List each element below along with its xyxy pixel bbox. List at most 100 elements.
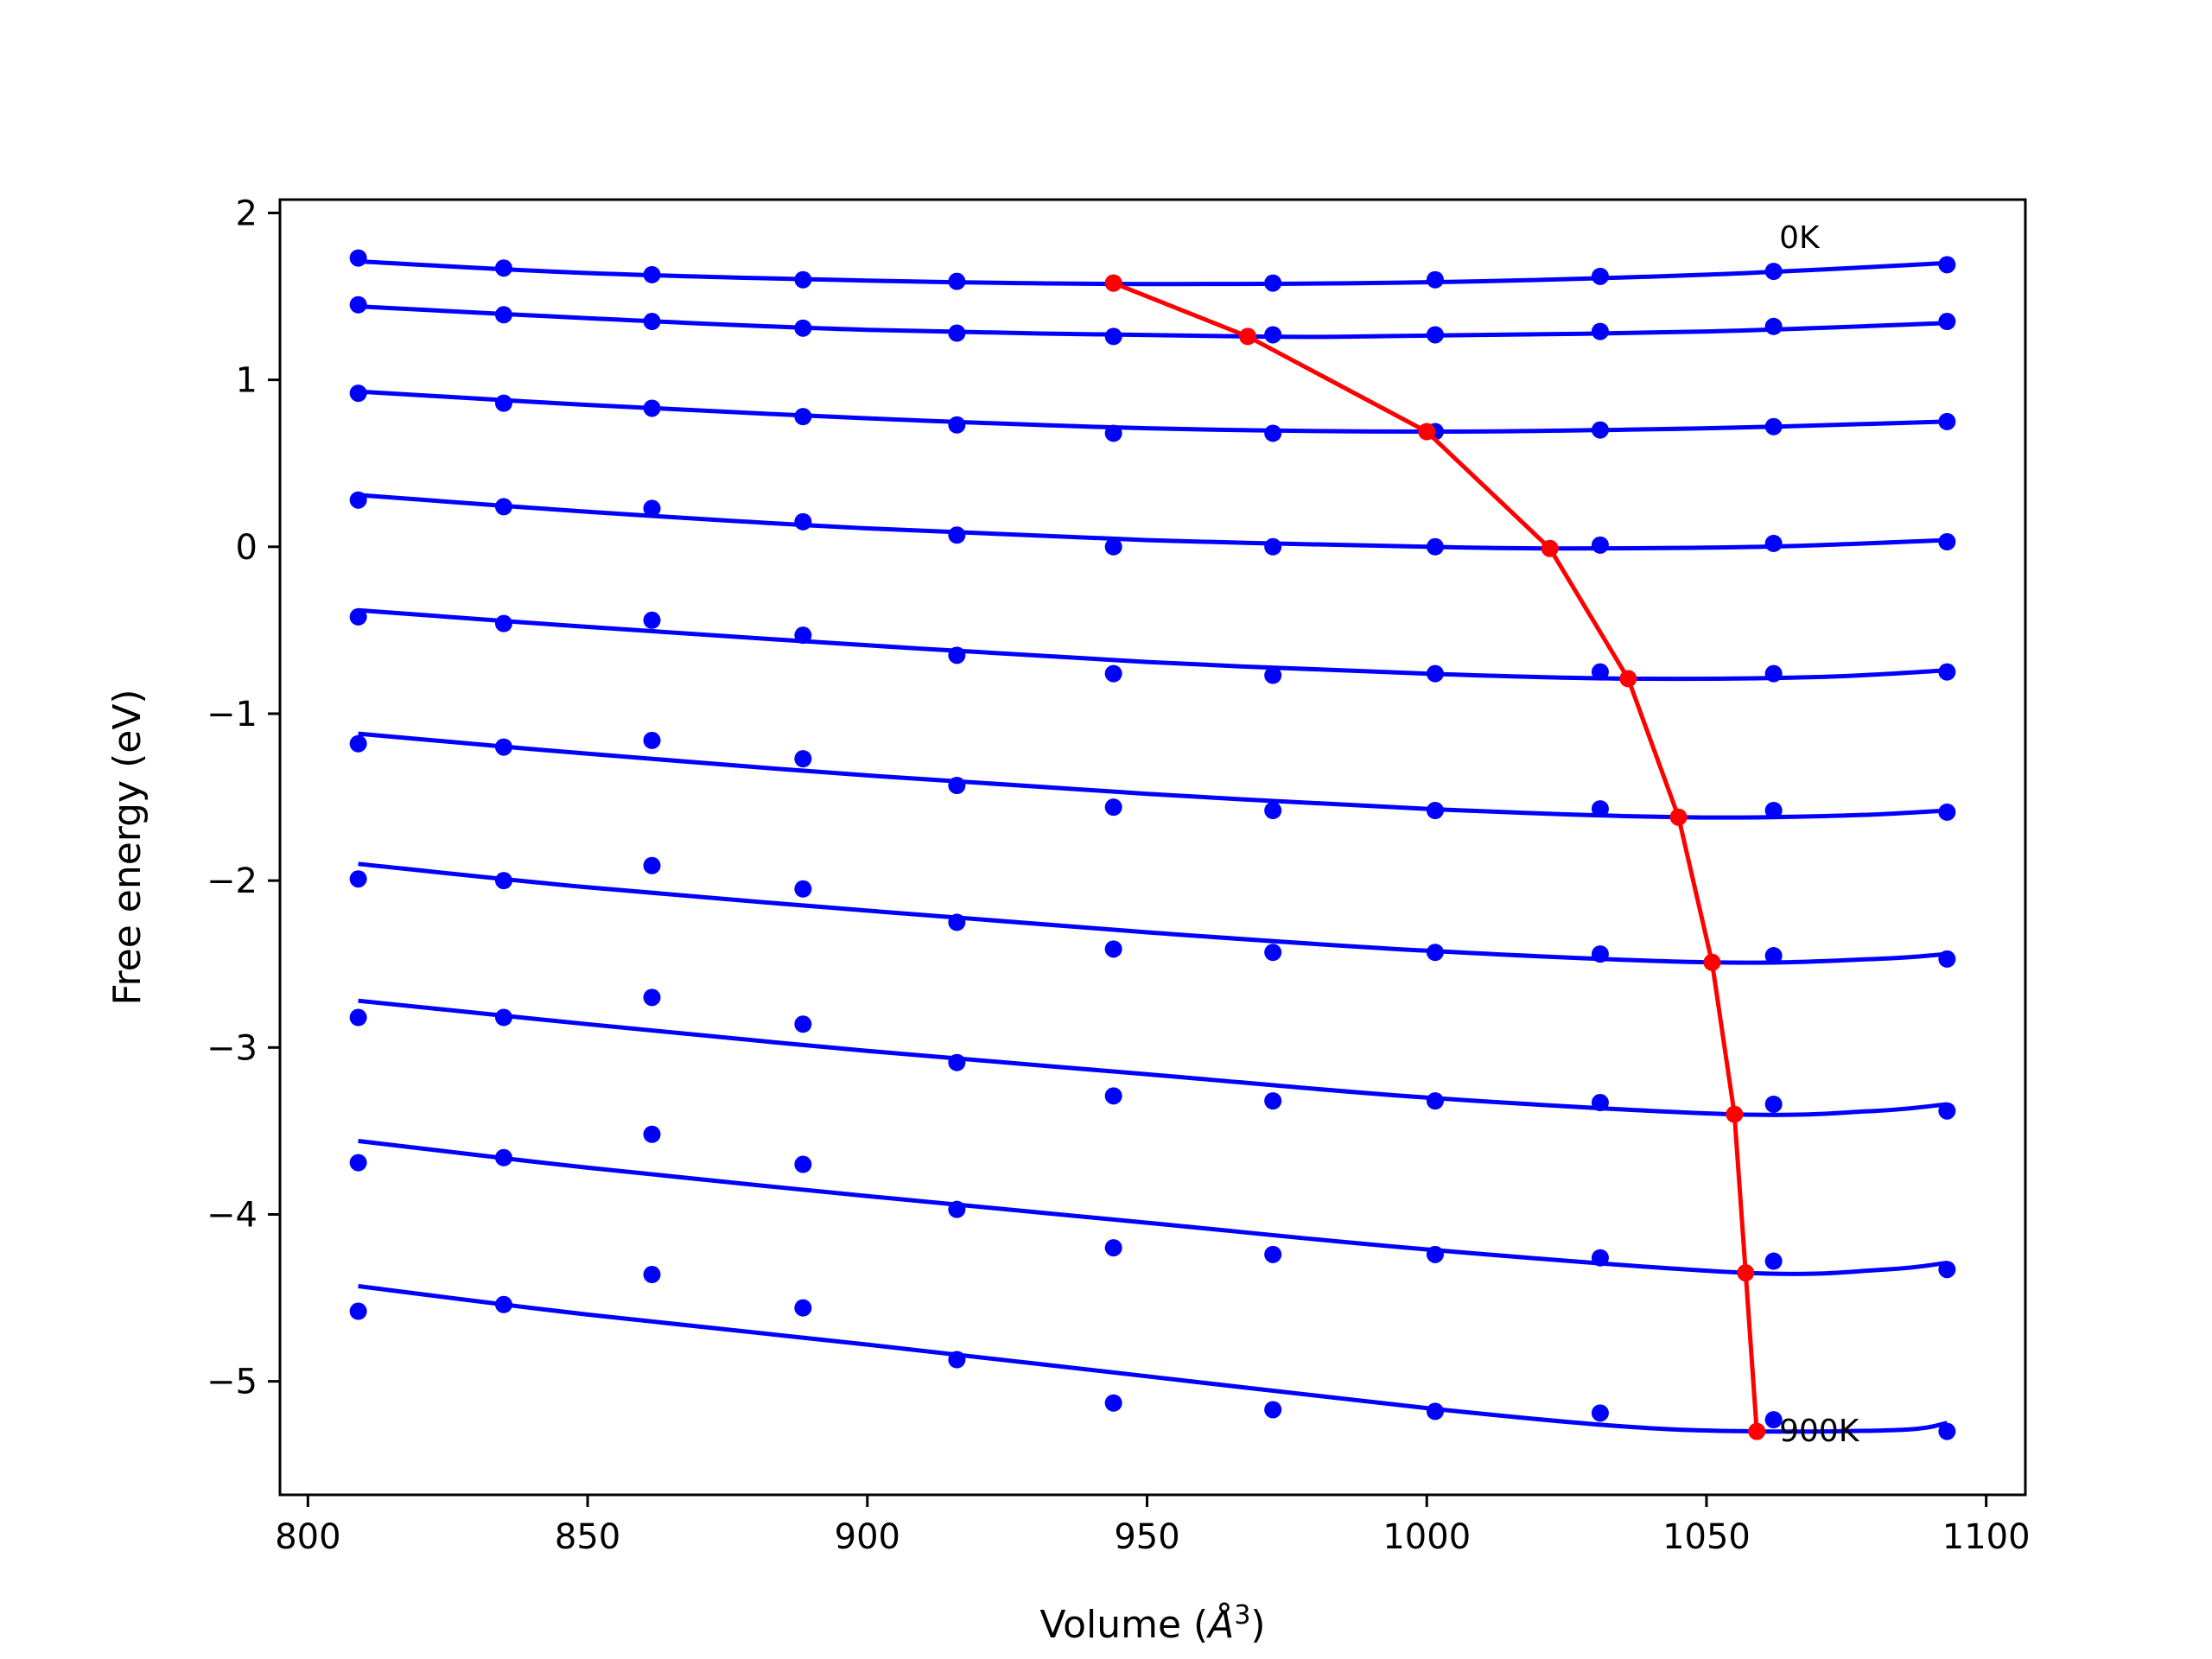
data-point (794, 408, 812, 426)
data-point (494, 306, 512, 324)
data-point (494, 498, 512, 516)
x-tick-label: 1100 (1942, 1517, 2031, 1557)
data-point (1426, 1402, 1444, 1421)
y-tick-label: −4 (207, 1195, 257, 1235)
x-tick-label: 800 (275, 1517, 340, 1557)
data-point (948, 1053, 966, 1071)
axis-ticks: 800 850 900 950 1000 1050 1100 2 1 0 −1 −2 −3 −4 −5 (207, 194, 2031, 1557)
x-axis-label-unit: Å (1205, 1601, 1234, 1647)
data-point (494, 614, 512, 632)
data-point (643, 499, 661, 518)
data-point (1264, 666, 1282, 684)
data-point (1764, 802, 1783, 820)
fit-curve-0 (358, 259, 1948, 287)
data-point (349, 1008, 367, 1027)
data-point (1104, 664, 1122, 683)
data-point (1938, 1422, 1956, 1440)
data-point (643, 265, 661, 283)
data-point (1764, 664, 1783, 683)
x-axis-label-text: Volume ( (1039, 1603, 1208, 1647)
data-point (794, 270, 812, 289)
data-point (1591, 800, 1609, 818)
minimum-point (1669, 808, 1688, 826)
data-point (948, 1200, 966, 1218)
data-point (643, 1266, 661, 1284)
data-point (643, 611, 661, 629)
x-tick-label: 1000 (1382, 1517, 1471, 1557)
fit-curve-1 (358, 304, 1948, 340)
data-point (948, 1351, 966, 1369)
data-point (1426, 537, 1444, 556)
data-point (794, 1299, 812, 1317)
temperature-annotation: 900K (1779, 1414, 1860, 1449)
minimum-point (1239, 327, 1257, 346)
data-point (1264, 944, 1282, 962)
fit-curve-3 (358, 493, 1948, 551)
minimum-point (1418, 423, 1436, 441)
data-point (643, 313, 661, 331)
data-point (1426, 664, 1444, 683)
plot-frame (278, 198, 2027, 1497)
x-tick-label: 950 (1114, 1517, 1179, 1557)
y-tick-label: −3 (207, 1028, 257, 1068)
minimum-curve (1104, 274, 1766, 1440)
data-point (948, 324, 966, 342)
data-point (494, 738, 512, 756)
data-point (643, 988, 661, 1007)
data-point (1764, 417, 1783, 435)
minimum-point (1726, 1105, 1744, 1123)
fit-curve-5 (358, 731, 1948, 820)
y-tick-label: −1 (207, 695, 257, 734)
data-point (1264, 424, 1282, 442)
data-point (1104, 798, 1122, 817)
data-point (1764, 534, 1783, 552)
data-point (1264, 326, 1282, 344)
data-point (1264, 274, 1282, 292)
data-point (1426, 1245, 1444, 1263)
data-point (349, 870, 367, 888)
data-point (1426, 270, 1444, 289)
data-point (794, 512, 812, 531)
data-point (1764, 1252, 1783, 1270)
data-point (1938, 663, 1956, 681)
data-point (794, 319, 812, 337)
data-point (1764, 1411, 1783, 1429)
data-point (1426, 1092, 1444, 1110)
data-points (349, 249, 1956, 1440)
data-point (1591, 267, 1609, 285)
y-tick-label: −5 (207, 1363, 257, 1402)
data-point (1938, 1261, 1956, 1279)
data-point (494, 259, 512, 277)
data-point (643, 399, 661, 417)
data-point (1938, 1102, 1956, 1120)
y-tick-label: 2 (236, 194, 257, 233)
data-point (794, 750, 812, 768)
data-point (948, 416, 966, 434)
x-tick-label: 850 (555, 1517, 620, 1557)
data-point (1764, 317, 1783, 335)
x-axis-label-exponent: 3 (1234, 1600, 1250, 1630)
data-point (794, 880, 812, 898)
data-point (494, 394, 512, 412)
y-axis-label: Free energy (eV) (105, 689, 149, 1005)
data-point (1104, 940, 1122, 958)
data-point (1104, 424, 1122, 442)
fit-curve-9 (358, 1284, 1948, 1434)
data-point (948, 646, 966, 664)
data-point (1591, 536, 1609, 554)
data-point (948, 526, 966, 544)
data-point (1264, 1245, 1282, 1263)
data-point (948, 777, 966, 795)
data-point (494, 872, 512, 890)
data-point (494, 1295, 512, 1313)
data-point (1938, 313, 1956, 331)
data-point (643, 1125, 661, 1143)
data-point (1764, 263, 1783, 281)
data-point (1104, 537, 1122, 556)
fit-curve-8 (358, 1139, 1948, 1276)
data-point (349, 249, 367, 267)
data-point (1426, 944, 1444, 962)
minimum-point (1619, 670, 1637, 688)
data-point (1764, 1095, 1783, 1113)
data-point (494, 1148, 512, 1166)
